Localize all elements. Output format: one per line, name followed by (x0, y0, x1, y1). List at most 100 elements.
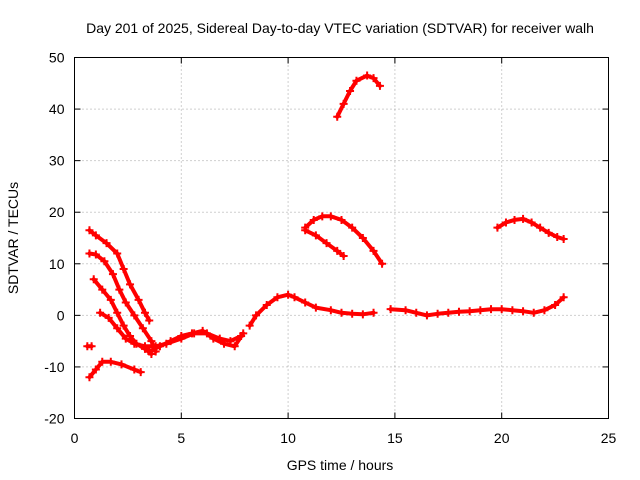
data-point (262, 301, 271, 310)
data-point (130, 339, 139, 348)
data-point (245, 321, 254, 330)
x-axis-label: GPS time / hours (287, 457, 394, 473)
plot-frame (74, 57, 609, 419)
data-point (333, 112, 342, 121)
series-arc-7 (145, 326, 248, 356)
data-point (348, 223, 357, 232)
data-point (136, 368, 145, 377)
data-point (104, 313, 113, 322)
data-point (363, 71, 372, 80)
x-tick-label: 5 (177, 430, 185, 446)
series-arc-9 (386, 293, 568, 320)
data-point (412, 308, 421, 317)
data-point (508, 306, 517, 315)
data-point (91, 250, 100, 259)
data-point (91, 231, 100, 240)
data-point (113, 308, 122, 317)
data-point (119, 321, 128, 330)
data-point (501, 218, 510, 227)
data-point (527, 218, 536, 227)
data-point (239, 329, 248, 338)
data-point (138, 324, 147, 333)
series-arc-8 (245, 290, 378, 330)
data-point (102, 239, 111, 248)
data-point (559, 293, 568, 302)
data-point (290, 293, 299, 302)
data-point (140, 342, 149, 351)
grid-lines (74, 57, 609, 419)
y-tick-label: 40 (49, 101, 65, 117)
data-point (85, 226, 94, 235)
data-point (510, 215, 519, 224)
data-point (209, 334, 218, 343)
data-point (337, 308, 346, 317)
data-point (145, 316, 154, 325)
data-point (519, 214, 528, 223)
data-point (91, 365, 100, 374)
data-point (519, 307, 528, 316)
data-point (487, 305, 496, 314)
data-point (140, 308, 149, 317)
data-point (106, 357, 115, 366)
data-point (553, 232, 562, 241)
axis-ticks: 0 5 10 15 20 25 -20 -10 0 10 20 30 40 50 (44, 50, 616, 447)
data-point (96, 308, 105, 317)
data-point (230, 342, 239, 351)
data-point (311, 303, 320, 312)
data-point (339, 252, 348, 261)
data-point (87, 342, 96, 351)
data-point (529, 308, 538, 317)
data-point (544, 228, 553, 237)
y-tick-label: 20 (49, 204, 65, 220)
data-point (98, 357, 107, 366)
data-point (444, 308, 453, 317)
series-arc-6 (85, 357, 145, 382)
data-point (89, 275, 98, 284)
data-point (326, 306, 335, 315)
data-point (98, 285, 107, 294)
x-tick-label: 10 (280, 430, 296, 446)
data-point (198, 326, 207, 335)
data-point (121, 298, 130, 307)
series-line (87, 251, 158, 354)
data-point (284, 290, 293, 299)
x-tick-label: 15 (387, 430, 403, 446)
data-point (339, 99, 348, 108)
data-point (352, 76, 361, 85)
series-arc-2 (85, 249, 160, 356)
data-point (559, 235, 568, 244)
data-point (318, 212, 327, 221)
series-arc-1 (85, 226, 154, 325)
data-point (126, 280, 135, 289)
y-tick-label: 10 (49, 256, 65, 272)
data-point (119, 264, 128, 273)
y-axis-label: SDTVAR / TECUs (5, 182, 21, 294)
data-point (309, 215, 318, 224)
data-point (85, 373, 94, 382)
data-point (322, 239, 331, 248)
data-point (177, 331, 186, 340)
data-point (108, 270, 117, 279)
y-tick-label: -10 (44, 359, 64, 375)
data-point (301, 226, 310, 235)
data-point (134, 295, 143, 304)
data-point (155, 342, 164, 351)
data-point (358, 234, 367, 242)
data-point (130, 365, 139, 374)
data-point (126, 331, 135, 340)
chart-title: Day 201 of 2025, Sidereal Day-to-day VTE… (86, 20, 594, 36)
data-point (121, 334, 130, 343)
data-point (100, 257, 109, 266)
data-point (187, 329, 196, 338)
series-arc-12 (333, 71, 384, 121)
data-series (83, 71, 568, 382)
data-point (85, 249, 94, 258)
data-point (401, 306, 410, 315)
data-point (346, 87, 355, 96)
data-point (476, 306, 485, 315)
data-point (301, 298, 310, 307)
data-point (536, 223, 545, 232)
data-point (348, 309, 357, 318)
data-point (166, 337, 175, 346)
data-point (337, 215, 346, 224)
